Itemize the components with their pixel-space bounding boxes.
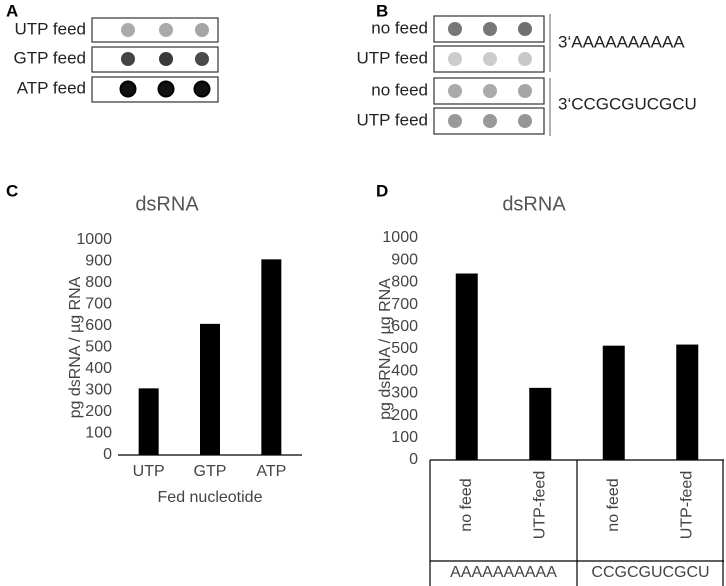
bar (602, 345, 625, 460)
bar (261, 259, 282, 455)
panel-letter: C (6, 181, 18, 200)
y-tick-label: 900 (391, 251, 418, 268)
x-tick-label: UTP-feed (678, 471, 695, 539)
y-tick-label: 100 (391, 429, 418, 446)
y-tick-label: 300 (391, 385, 418, 402)
y-tick-label: 600 (391, 318, 418, 335)
sequence-label: 3‘AAAAAAAAAA (558, 32, 685, 51)
bar (455, 273, 478, 460)
x-tick-label: GTP (194, 463, 227, 480)
x-tick-label: UTP (133, 463, 165, 480)
y-tick-label: 200 (85, 403, 112, 420)
y-tick-label: 900 (85, 253, 112, 270)
x-tick-label: ATP (256, 463, 286, 480)
blot-a (91, 17, 219, 103)
y-axis-label: pg dsRNA / µg RNA (377, 278, 394, 420)
y-tick-label: 800 (85, 274, 112, 291)
y-tick-label: 0 (409, 451, 418, 468)
y-tick-label: 600 (85, 317, 112, 334)
chart-title: dsRNA (502, 193, 566, 215)
bar (200, 323, 220, 455)
panel-letter: B (376, 1, 388, 20)
group-label: CCGCGUCGCU (591, 564, 709, 581)
blot-label: no feed (371, 80, 428, 99)
y-tick-label: 1000 (76, 231, 112, 248)
blot-label: UTP feed (14, 19, 86, 38)
bar (676, 344, 699, 460)
blot-label: GTP feed (14, 48, 86, 67)
panel-letter: D (376, 181, 388, 200)
bar (138, 388, 159, 455)
y-tick-label: 300 (85, 382, 112, 399)
x-tick-label: no feed (458, 478, 475, 531)
y-tick-label: 500 (85, 339, 112, 356)
y-tick-label: 100 (85, 425, 112, 442)
blot-b (433, 14, 551, 136)
y-tick-label: 500 (391, 340, 418, 357)
y-tick-label: 700 (391, 296, 418, 313)
x-tick-label: no feed (605, 478, 622, 531)
y-tick-label: 400 (391, 362, 418, 379)
chart-title: dsRNA (135, 193, 199, 215)
x-axis-label: Fed nucleotide (158, 489, 263, 506)
y-tick-label: 0 (103, 446, 112, 463)
blot-label: UTP feed (356, 48, 428, 67)
sequence-label: 3‘CCGCGUCGCU (558, 94, 697, 113)
x-tick-label: UTP-feed (531, 471, 548, 539)
bar (529, 387, 552, 460)
y-axis-label: pg dsRNA / µg RNA (67, 276, 84, 418)
y-tick-label: 800 (391, 274, 418, 291)
blot-label: UTP feed (356, 110, 428, 129)
y-tick-label: 200 (391, 407, 418, 424)
blot-label: ATP feed (17, 78, 86, 97)
blot-label: no feed (371, 18, 428, 37)
group-label: AAAAAAAAAA (450, 564, 557, 581)
y-tick-label: 400 (85, 360, 112, 377)
panel-letter: A (6, 1, 18, 20)
y-tick-label: 700 (85, 296, 112, 313)
y-tick-label: 1000 (382, 229, 418, 246)
